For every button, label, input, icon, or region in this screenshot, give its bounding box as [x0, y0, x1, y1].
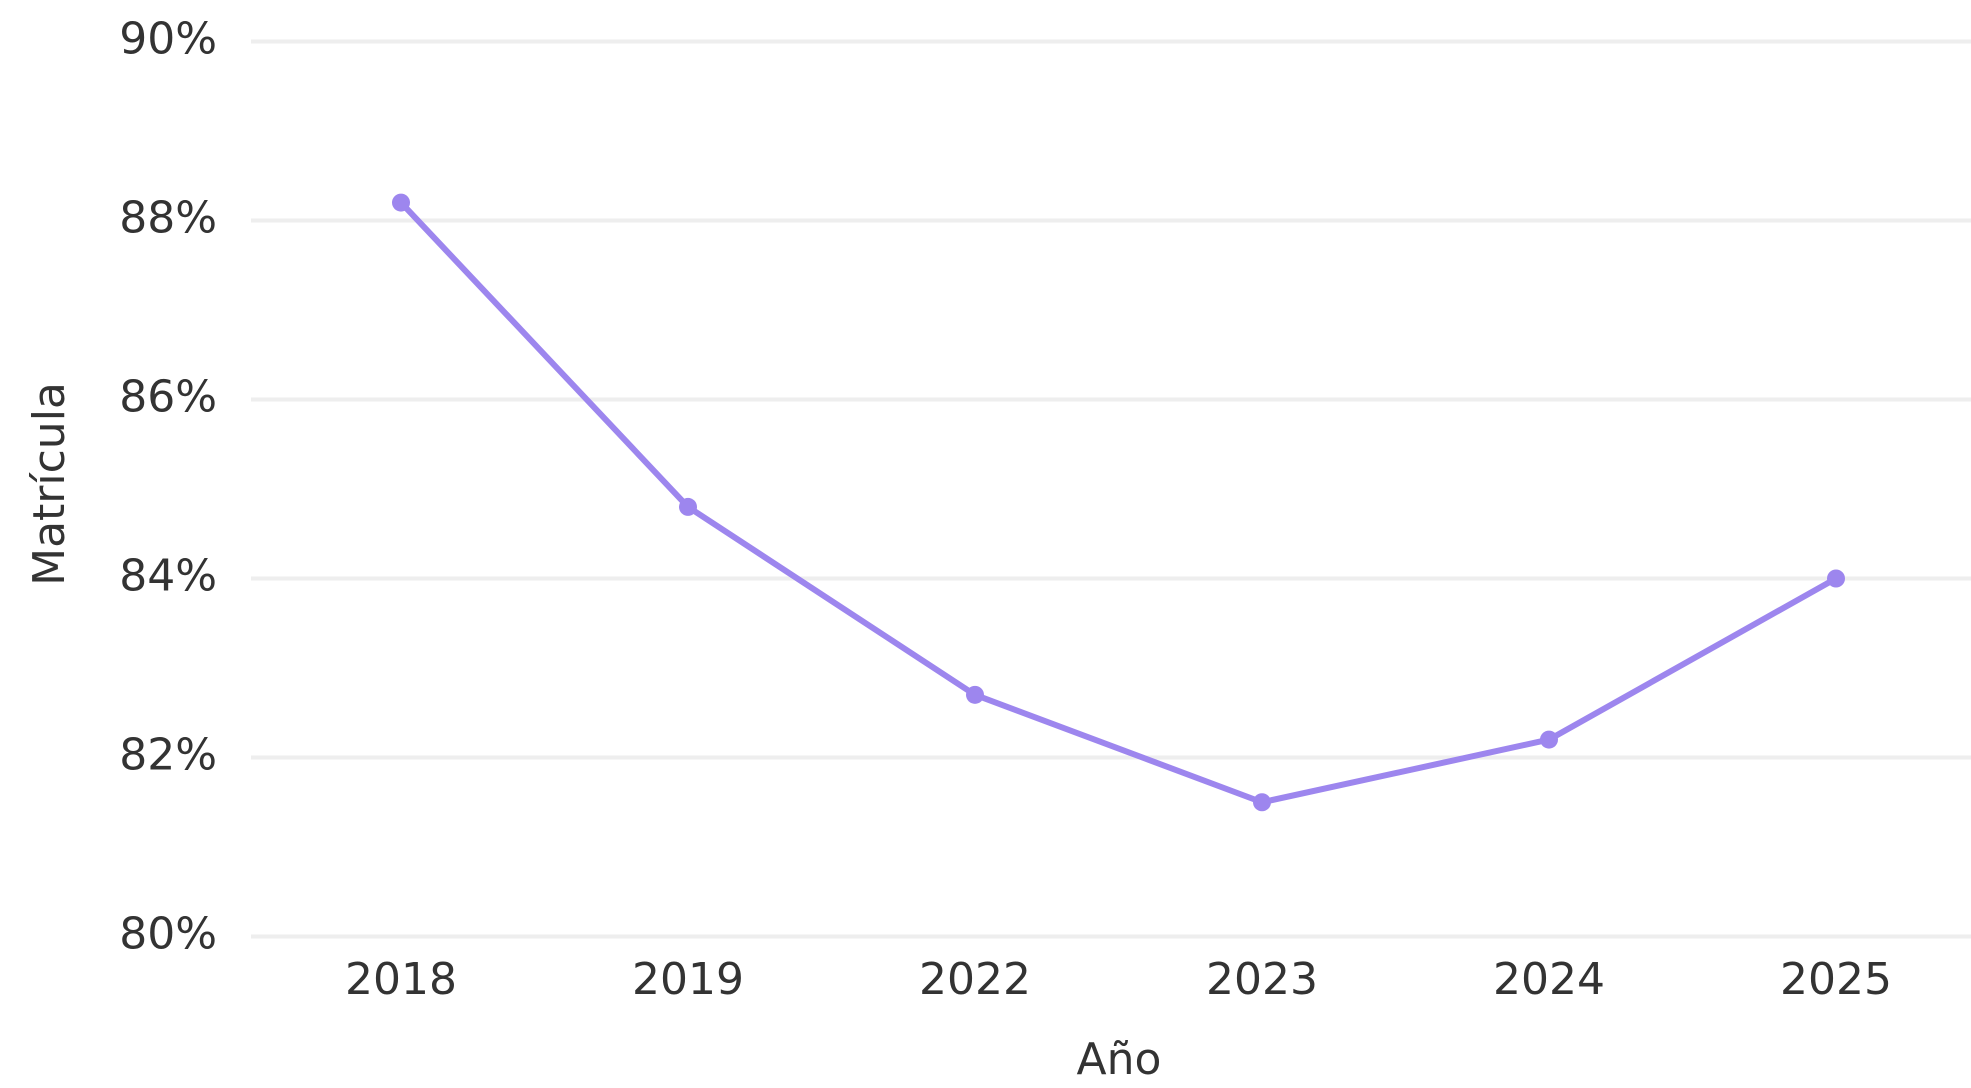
point	[1253, 793, 1271, 812]
y-tick-label: 82%	[119, 730, 217, 781]
y-tick-label: 84%	[119, 551, 217, 602]
y-tick-label: 86%	[119, 372, 217, 423]
x-tick-label: 2018	[345, 954, 457, 1005]
point	[966, 685, 984, 704]
x-tick-label: 2025	[1780, 954, 1892, 1005]
point	[679, 497, 697, 516]
x-tick-label: 2023	[1206, 954, 1318, 1005]
y-tick-label: 88%	[119, 193, 217, 244]
y-axis-title: Matrícula	[24, 382, 75, 586]
y-tick-label: 80%	[119, 909, 217, 960]
y-tick-label: 90%	[119, 14, 217, 65]
x-tick-label: 2019	[632, 954, 744, 1005]
line	[398, 200, 1838, 806]
x-axis-title: Año	[1077, 1034, 1162, 1085]
point	[392, 193, 410, 212]
x-tick-label: 2024	[1493, 954, 1605, 1005]
point	[1540, 730, 1558, 749]
point	[1827, 569, 1845, 588]
x-tick-label: 2022	[919, 954, 1031, 1005]
